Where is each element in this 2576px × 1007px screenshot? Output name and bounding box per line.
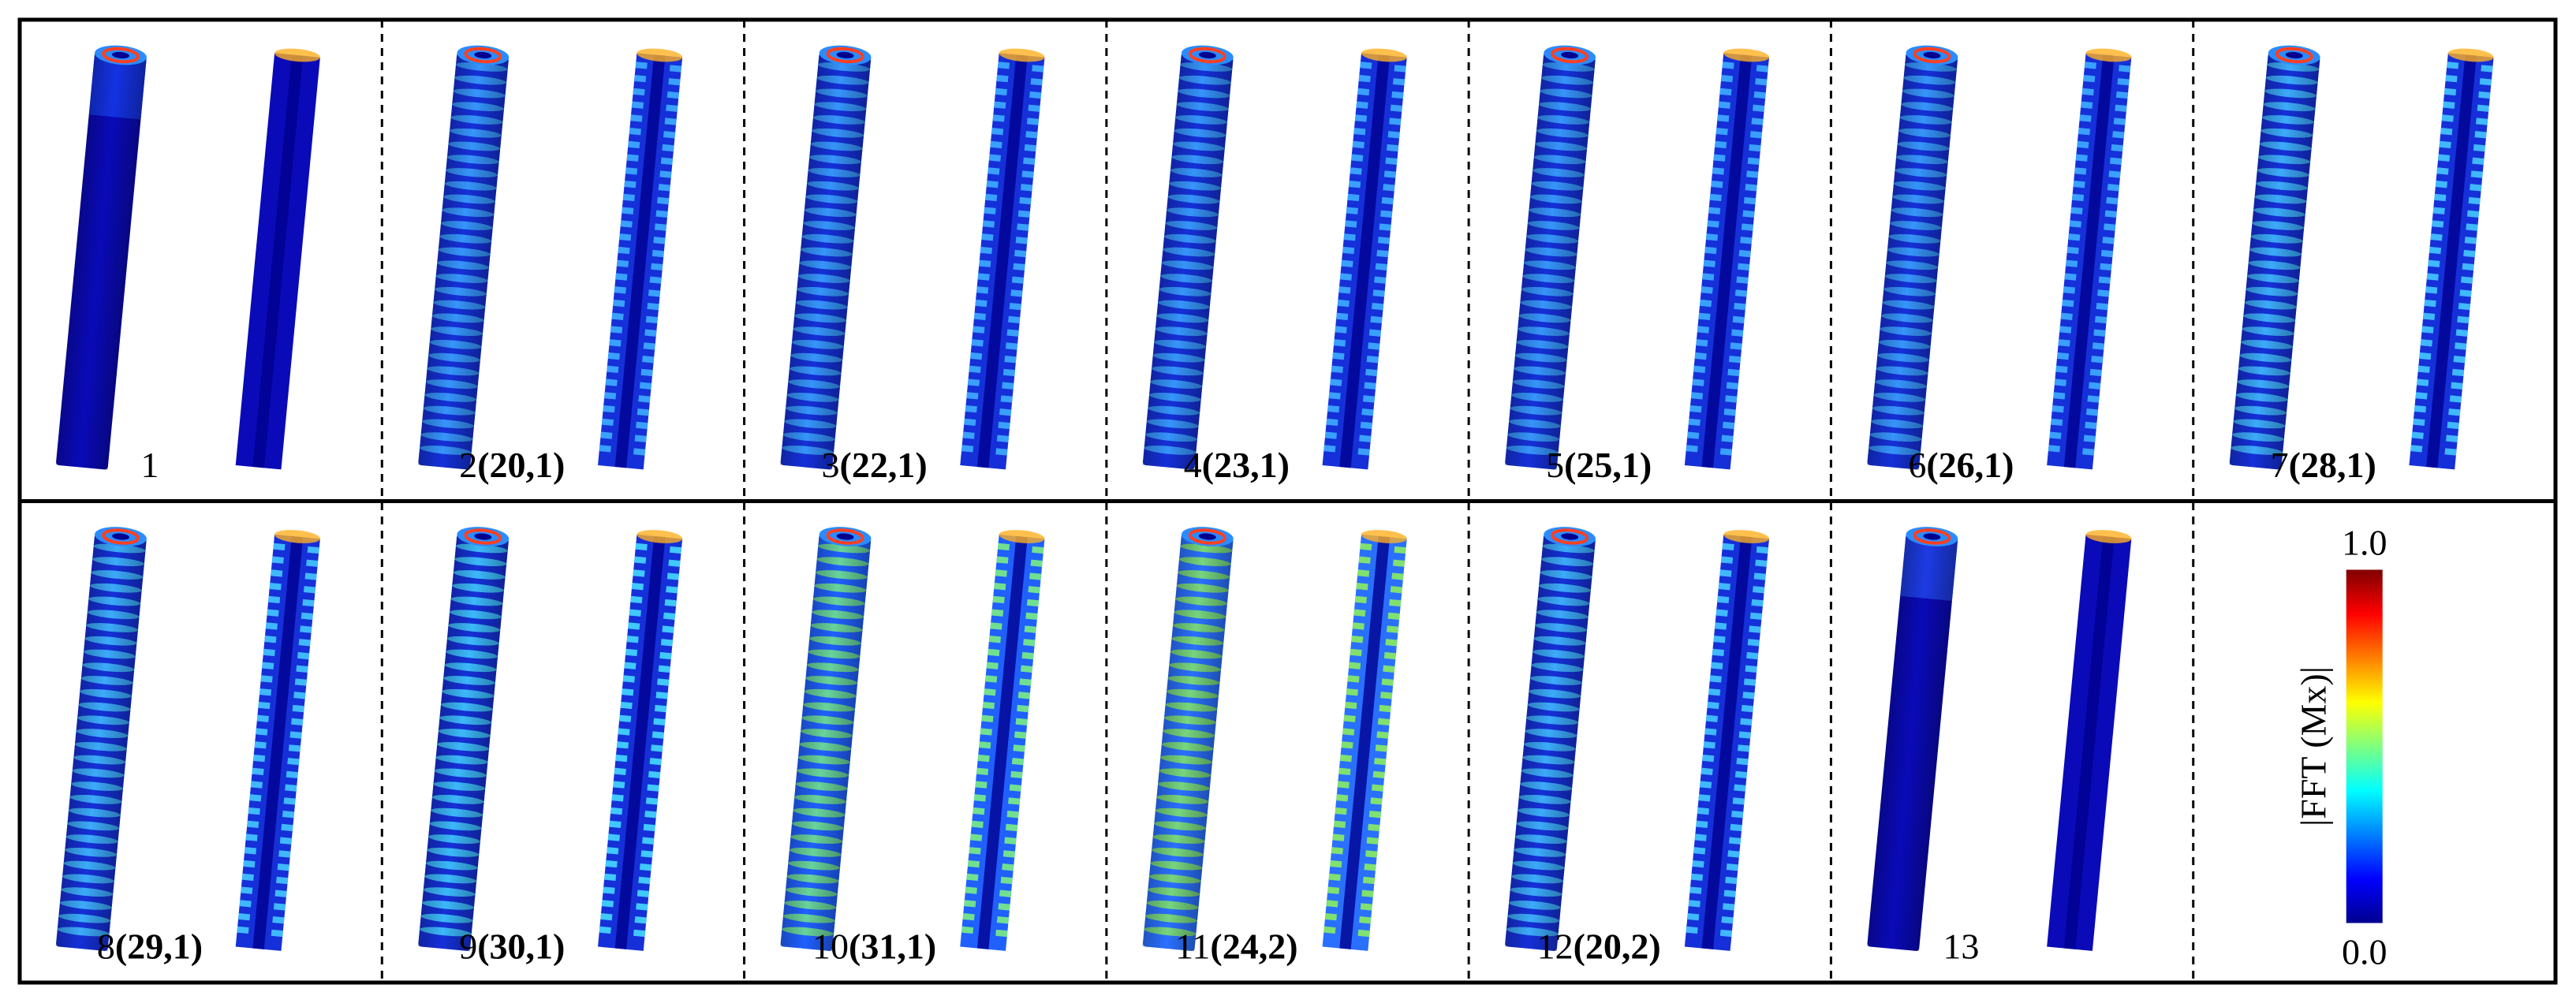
colorbar-min: 0.0 bbox=[2342, 932, 2387, 972]
colorbar-scale bbox=[2346, 569, 2383, 923]
panel: 3(22,1) bbox=[780, 45, 1045, 485]
colorbar: 1.0 0.0 |FFT (Mx)| bbox=[2294, 523, 2387, 972]
colorbar-title: |FFT (Mx)| bbox=[2294, 666, 2334, 826]
panel-number: 11 bbox=[1175, 927, 1210, 967]
panel-label: 4(23,1) bbox=[1184, 445, 1290, 485]
cross-section bbox=[235, 48, 320, 470]
mode-label: (29,1) bbox=[115, 927, 203, 967]
mode-label: (26,1) bbox=[1926, 445, 2014, 485]
cylinder bbox=[1504, 527, 1596, 952]
cross-section bbox=[960, 530, 1045, 951]
panel-number: 3 bbox=[822, 445, 840, 485]
panel-label: 3(22,1) bbox=[822, 445, 928, 485]
mode-label: (31,1) bbox=[849, 927, 936, 967]
panel-number: 6 bbox=[1908, 445, 1926, 485]
panel-number: 10 bbox=[812, 927, 849, 967]
panel-label: 1 bbox=[141, 445, 159, 485]
cross-section bbox=[2047, 48, 2132, 470]
cylinder bbox=[1867, 527, 1958, 952]
cylinder bbox=[2229, 45, 2320, 470]
panel: 6(26,1) bbox=[1867, 45, 2132, 485]
mode-label: (22,1) bbox=[840, 445, 928, 485]
panel: 9(30,1) bbox=[418, 527, 683, 967]
mode-label: (30,1) bbox=[477, 927, 565, 967]
panel-label: 12(20,2) bbox=[1537, 927, 1661, 967]
cylinder bbox=[1867, 45, 1958, 470]
cylinder bbox=[1142, 45, 1234, 470]
panel: 10(31,1) bbox=[780, 527, 1045, 967]
panel-number: 2 bbox=[459, 445, 477, 485]
panel: 2(20,1) bbox=[418, 45, 683, 485]
cylinder bbox=[55, 527, 147, 952]
cross-section bbox=[235, 530, 320, 951]
cross-section bbox=[598, 530, 683, 951]
cross-section bbox=[2047, 530, 2132, 951]
mode-label: (28,1) bbox=[2289, 445, 2376, 485]
panel-label: 10(31,1) bbox=[812, 927, 936, 967]
mode-label: (20,1) bbox=[477, 445, 565, 485]
cylinder bbox=[780, 45, 872, 470]
panel-label: 5(25,1) bbox=[1546, 445, 1652, 485]
panel: 11(24,2) bbox=[1142, 527, 1407, 967]
panel: 7(28,1) bbox=[2229, 45, 2494, 485]
cross-section bbox=[1322, 530, 1407, 951]
cylinder bbox=[780, 527, 872, 952]
panel-number: 1 bbox=[141, 445, 159, 485]
panel: 8(29,1) bbox=[55, 527, 320, 967]
panel-number: 4 bbox=[1184, 445, 1202, 485]
cross-section bbox=[1684, 48, 1770, 470]
panel: 5(25,1) bbox=[1504, 45, 1770, 485]
panel-grid bbox=[17, 17, 2558, 985]
cross-section bbox=[598, 48, 683, 470]
cylinder bbox=[1142, 527, 1234, 952]
panel-number: 8 bbox=[97, 927, 115, 967]
panel-label: 9(30,1) bbox=[459, 927, 565, 967]
panel-number: 12 bbox=[1537, 927, 1574, 967]
cross-section bbox=[1322, 48, 1407, 470]
panel-label: 11(24,2) bbox=[1175, 927, 1297, 967]
panel-number: 13 bbox=[1943, 927, 1979, 967]
cross-section bbox=[2409, 48, 2494, 470]
cross-section bbox=[960, 48, 1045, 470]
cylinder bbox=[418, 527, 510, 952]
cylinder bbox=[55, 45, 147, 470]
panel-label: 2(20,1) bbox=[459, 445, 565, 485]
panel-number: 9 bbox=[459, 927, 477, 967]
panel-number: 5 bbox=[1546, 445, 1564, 485]
panel-label: 8(29,1) bbox=[97, 927, 203, 967]
mode-label: (23,1) bbox=[1202, 445, 1290, 485]
cross-section bbox=[1684, 530, 1770, 951]
mode-label: (20,2) bbox=[1574, 927, 1661, 967]
cylinder bbox=[418, 45, 510, 470]
cylinder bbox=[1504, 45, 1596, 470]
panel: 12(20,2) bbox=[1504, 527, 1770, 967]
colorbar-max: 1.0 bbox=[2342, 523, 2387, 563]
panel-label: 7(28,1) bbox=[2271, 445, 2376, 485]
mode-label: (24,2) bbox=[1210, 927, 1297, 967]
panel: 1 bbox=[55, 45, 320, 485]
panel-number: 7 bbox=[2271, 445, 2289, 485]
panel-label: 13 bbox=[1943, 927, 1979, 967]
panel-label: 6(26,1) bbox=[1908, 445, 2014, 485]
panel: 13 bbox=[1867, 527, 2132, 967]
panel: 4(23,1) bbox=[1142, 45, 1407, 485]
mode-label: (25,1) bbox=[1564, 445, 1652, 485]
